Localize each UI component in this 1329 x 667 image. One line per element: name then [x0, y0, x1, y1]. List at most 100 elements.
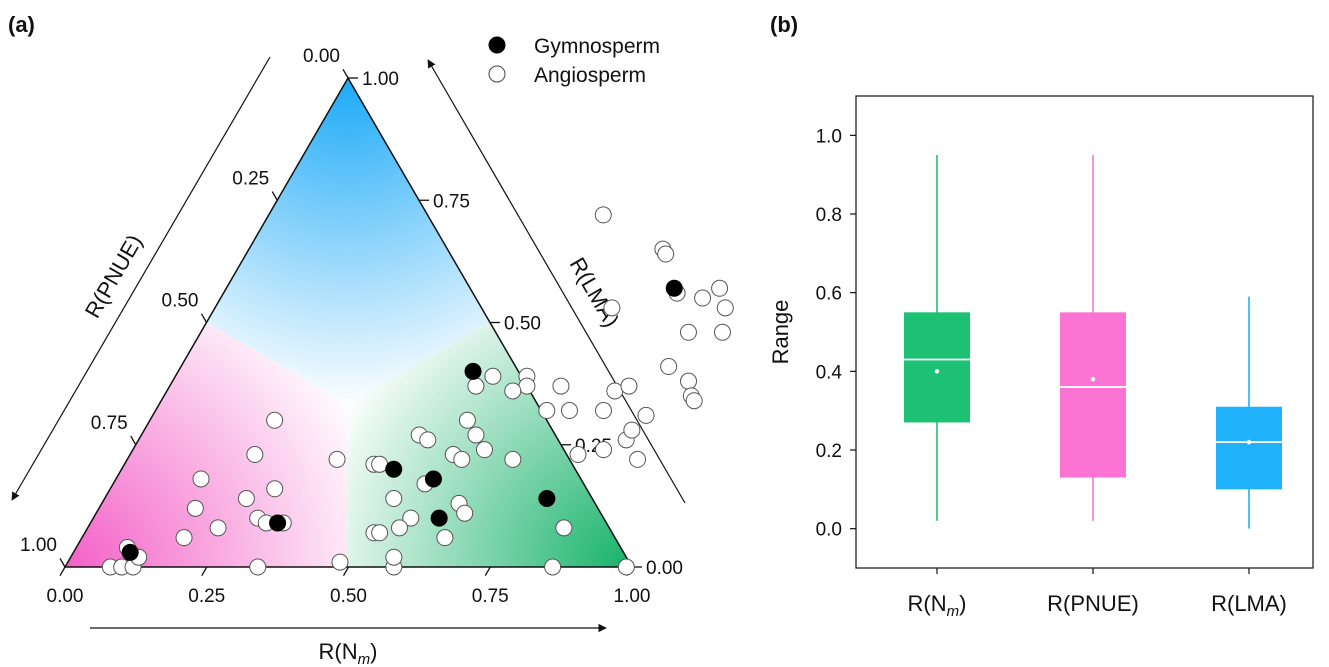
angiosperm-point [371, 524, 389, 542]
y-tick-label: 0.8 [816, 205, 842, 226]
x-tick-label: R(Nm) [908, 591, 967, 620]
angiosperm-point [246, 446, 264, 464]
angiosperm-point [436, 529, 454, 547]
gymnosperm-point [385, 460, 403, 478]
y-tick-label: 0.2 [816, 441, 842, 462]
pnue-tick-mark [271, 191, 278, 201]
angiosperm-point [657, 245, 675, 263]
lma-tick-label: 1.00 [362, 69, 399, 90]
lma-tick-label: 0.50 [504, 314, 541, 335]
nm-tick-mark [484, 566, 491, 577]
angiosperm-point [186, 499, 204, 517]
pnue-tick-mark [130, 435, 137, 446]
x-ticks: R(Nm) R(PNUE) R(LMA) [908, 568, 1287, 620]
angiosperm-point [518, 377, 536, 395]
angiosperm-point [620, 377, 638, 395]
y-tick-label: 1.0 [816, 126, 842, 147]
x-tick-label: R(LMA) [1211, 591, 1287, 616]
angiosperm-point [209, 519, 227, 537]
nm-tick-mark [342, 566, 350, 577]
gymnosperm-point [665, 279, 683, 297]
panel-a-label: (a) [8, 12, 35, 37]
legend-angiosperm-label: Angiosperm [534, 64, 646, 87]
lma-axis-title: R(LMA) [565, 253, 625, 331]
angiosperm-point [504, 382, 522, 400]
angiosperm-point [660, 358, 678, 376]
gymnosperm-point [464, 362, 482, 380]
nm-tick-label: 0.50 [330, 586, 367, 607]
angiosperm-point [694, 289, 712, 307]
angiosperm-point [453, 450, 471, 468]
panel-b-label: (b) [770, 12, 798, 37]
pnue-tick-label: 1.00 [20, 535, 57, 556]
nm-tick-label: 1.00 [614, 586, 651, 607]
angiosperm-point [617, 558, 635, 576]
gymnosperm-point [424, 470, 442, 488]
right-axis-arrow [427, 59, 686, 504]
lma-region [206, 78, 490, 404]
box-1 [904, 155, 970, 521]
nm-tick-label: 0.00 [47, 586, 84, 607]
plot-frame [855, 95, 1314, 569]
angiosperm-point [544, 558, 562, 576]
angiosperm-point [716, 299, 734, 317]
nm-tick-mark [201, 566, 208, 577]
angiosperm-point [371, 455, 389, 473]
angiosperm-point [328, 450, 346, 468]
y-tick-label: 0.0 [816, 520, 842, 541]
angiosperm-point [569, 446, 587, 464]
pnue-tick-mark [59, 557, 66, 568]
angiosperm-point [467, 426, 485, 444]
ternary-points [101, 206, 734, 576]
iqr-box [904, 312, 970, 423]
angiosperm-point [680, 372, 698, 390]
mean-marker [1246, 439, 1252, 445]
pnue-region [65, 322, 348, 567]
angiosperm-point [192, 470, 210, 488]
angiosperm-point [629, 450, 647, 468]
angiosperm-point [560, 402, 578, 420]
angiosperm-point [419, 431, 437, 449]
nm-tick-mark [59, 566, 66, 577]
y-tick-label: 0.6 [816, 284, 842, 305]
angiosperm-point [237, 490, 255, 508]
pnue-tick-label: 0.75 [91, 413, 128, 434]
gymnosperm-point [430, 509, 448, 527]
pnue-tick-label: 0.00 [303, 46, 340, 67]
angiosperm-point [456, 504, 474, 522]
iqr-box [1060, 312, 1126, 478]
nm-tick-label: 0.25 [188, 586, 225, 607]
pnue-tick-mark [342, 68, 349, 79]
y-tick-label: 0.4 [816, 362, 843, 383]
gymnosperm-point [269, 514, 287, 532]
angiosperm-point [595, 441, 613, 459]
angiosperm-point [685, 392, 703, 410]
angiosperm-point [266, 480, 284, 498]
mean-marker [1090, 377, 1096, 382]
angiosperm-point [484, 367, 502, 385]
ternary-plot: (a) 0.00 0.25 0.50 0.75 1.00 0.00 0.25 0.50 0.75… [8, 12, 734, 667]
pnue-tick-label: 0.25 [232, 168, 269, 189]
lma-tick-label: 0.75 [433, 191, 470, 212]
angiosperm-point [606, 382, 624, 400]
left-axis-arrow [11, 56, 271, 501]
box-plot: (b) Range 0.0 0.2 0.4 0.6 0.8 1.0 R(Nm) R(PNUE… [768, 12, 1314, 620]
pnue-axis-title: R(PNUE) [80, 230, 147, 322]
angiosperm-point [175, 529, 193, 547]
box-3 [1216, 296, 1282, 529]
angiosperm-point [594, 206, 612, 224]
pnue-tick-label: 0.50 [162, 291, 199, 312]
angiosperm-point [713, 323, 731, 341]
angiosperm-point [594, 402, 612, 420]
y-ticks: 0.0 0.2 0.4 0.6 0.8 1.0 [816, 126, 856, 541]
angiosperm-point [538, 402, 556, 420]
legend-gymnosperm-marker [488, 36, 506, 54]
y-axis-title: Range [768, 300, 793, 365]
angiosperm-point [711, 279, 729, 297]
angiosperm-point [266, 411, 284, 429]
angiosperm-point [603, 299, 621, 317]
angiosperm-point [249, 558, 267, 576]
legend: Gymnosperm Angiosperm [488, 35, 660, 87]
angiosperm-point [390, 519, 408, 537]
iqr-box [1216, 406, 1282, 490]
